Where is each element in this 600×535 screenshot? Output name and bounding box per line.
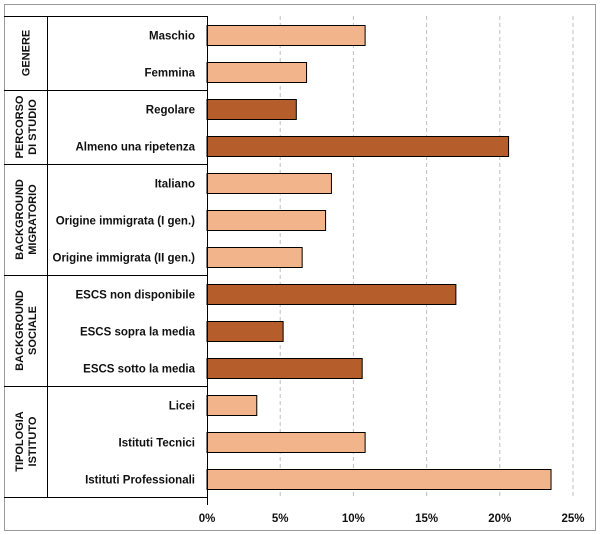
x-tick-label: 25% [561, 513, 584, 525]
x-tick-label: 0% [199, 513, 216, 525]
bar [206, 173, 332, 194]
group-label: PERCORSO [14, 95, 26, 158]
group-label: DI STUDIO [27, 99, 39, 155]
group-label: GENERE [21, 30, 33, 76]
bar [206, 62, 308, 83]
category-label: Femmina [145, 68, 196, 80]
bar [206, 395, 258, 416]
bar [206, 358, 363, 379]
bar [206, 99, 297, 120]
category-label: ESCS non disponibile [76, 290, 195, 302]
x-tick-label: 20% [488, 513, 511, 525]
x-tick-label: 5% [272, 513, 289, 525]
bar [206, 469, 552, 490]
x-tick-label: 10% [342, 513, 365, 525]
category-label: Origine immigrata (II gen.) [53, 253, 196, 265]
category-label: ESCS sotto la media [83, 364, 195, 376]
category-label: Licei [169, 401, 195, 413]
bar [206, 284, 457, 305]
category-label: Regolare [146, 105, 195, 117]
category-label: Italiano [155, 179, 195, 191]
category-label: Istituti Professionali [85, 475, 195, 487]
bar [206, 247, 303, 268]
bar [206, 432, 366, 453]
bar [206, 321, 284, 342]
category-label: Origine immigrata (I gen.) [56, 216, 195, 228]
bar [206, 136, 510, 157]
group-label: ISTITUTO [27, 416, 39, 466]
group-label: TIPOLOGIA [14, 411, 26, 472]
bar [206, 25, 366, 46]
category-label: Istituti Tecnici [119, 438, 195, 450]
category-label: ESCS sopra la media [80, 327, 196, 339]
group-label: BACKGROUND [14, 179, 26, 260]
category-label: Maschio [149, 31, 195, 43]
x-tick-label: 15% [415, 513, 438, 525]
bar [206, 210, 327, 231]
category-label: Almeno una ripetenza [76, 142, 196, 154]
group-label: SOCIALE [27, 306, 39, 355]
group-label: BACKGROUND [14, 290, 26, 371]
group-label: MIGRATORIO [27, 184, 39, 255]
